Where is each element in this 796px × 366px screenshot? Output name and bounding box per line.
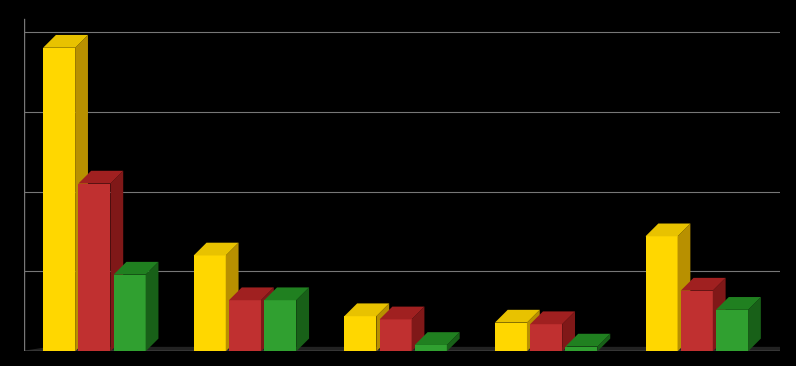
Polygon shape xyxy=(193,243,239,255)
Polygon shape xyxy=(261,287,274,351)
Bar xyxy=(681,291,712,351)
Polygon shape xyxy=(527,310,540,351)
Polygon shape xyxy=(412,307,424,351)
Polygon shape xyxy=(111,171,123,351)
Bar xyxy=(530,324,562,351)
Bar xyxy=(78,184,111,351)
Polygon shape xyxy=(681,278,726,291)
Bar xyxy=(716,310,748,351)
Bar xyxy=(565,347,598,351)
Bar xyxy=(229,300,261,351)
Polygon shape xyxy=(345,303,389,316)
Polygon shape xyxy=(712,278,726,351)
Polygon shape xyxy=(226,243,239,351)
Polygon shape xyxy=(598,334,611,351)
Polygon shape xyxy=(380,307,424,320)
Polygon shape xyxy=(264,287,309,300)
Bar xyxy=(193,255,226,351)
Polygon shape xyxy=(565,334,611,347)
Polygon shape xyxy=(146,262,158,351)
Bar xyxy=(345,316,377,351)
Bar xyxy=(646,236,677,351)
Polygon shape xyxy=(646,224,690,236)
Bar xyxy=(114,274,146,351)
Polygon shape xyxy=(447,332,459,351)
Polygon shape xyxy=(75,35,88,351)
Polygon shape xyxy=(377,303,389,351)
Polygon shape xyxy=(78,171,123,184)
Polygon shape xyxy=(415,332,459,345)
Bar xyxy=(495,322,527,351)
Polygon shape xyxy=(24,348,796,351)
Bar xyxy=(43,48,75,351)
Polygon shape xyxy=(716,297,761,310)
Polygon shape xyxy=(677,224,690,351)
Polygon shape xyxy=(43,35,88,48)
Polygon shape xyxy=(562,311,575,351)
Bar xyxy=(415,345,447,351)
Bar xyxy=(380,320,412,351)
Bar xyxy=(264,300,296,351)
Polygon shape xyxy=(229,287,274,300)
Polygon shape xyxy=(495,310,540,322)
Polygon shape xyxy=(530,311,575,324)
Polygon shape xyxy=(114,262,158,274)
Polygon shape xyxy=(748,297,761,351)
Polygon shape xyxy=(296,287,309,351)
